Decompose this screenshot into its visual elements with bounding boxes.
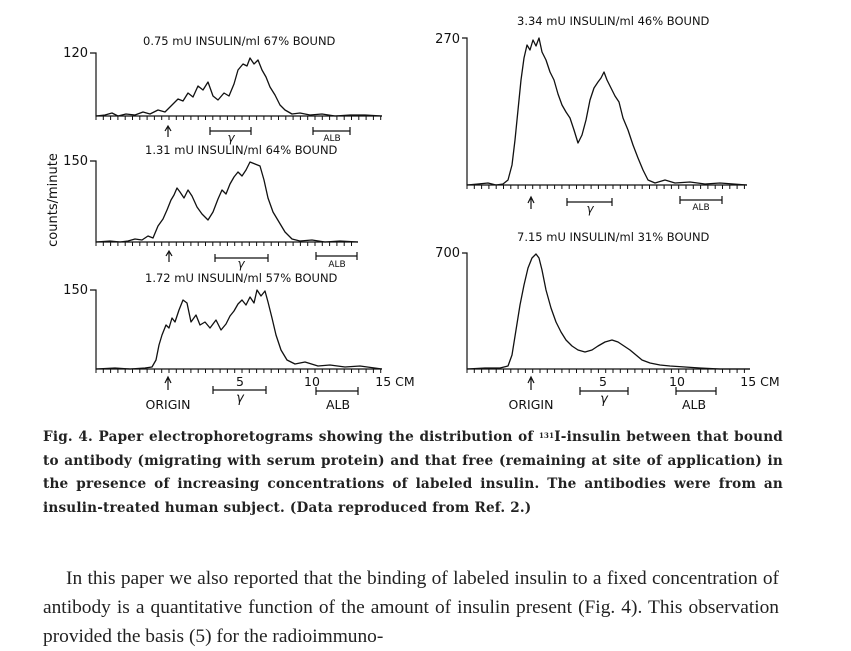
caption-lead: Fig. 4. Paper electrophoretograms showin… — [43, 429, 534, 445]
electrophoretogram-figure: counts/minute 0.75 mU INSULIN/ml 67% BOU… — [46, 14, 780, 412]
body-paragraph: In this paper we also reported that the … — [43, 565, 779, 651]
panel-4-gamma-bar — [566, 198, 613, 206]
panel-2-gamma-label: γ — [237, 257, 245, 271]
gamma-bar-right — [579, 387, 629, 395]
panel-5-trace — [466, 253, 750, 370]
x-tick-15-right: 15 CM — [740, 374, 779, 389]
panel-4-title: 3.34 mU INSULIN/ml 46% BOUND — [517, 14, 710, 28]
panel-4: 3.34 mU INSULIN/ml 46% BOUND 270 γ ALB — [435, 14, 748, 216]
panel-2-axes — [90, 160, 358, 243]
panel-5-x-ticks — [466, 369, 745, 373]
panel-5: 7.15 mU INSULIN/ml 31% BOUND 700 ORIGIN … — [435, 230, 780, 412]
panel-4-gamma-label: γ — [586, 202, 594, 216]
panel-3: 1.72 mU INSULIN/ml 57% BOUND 150 ORIGIN … — [63, 271, 415, 412]
origin-arrow-right — [527, 375, 535, 390]
origin-label-left: ORIGIN — [146, 397, 191, 412]
y-axis-label: counts/minute — [46, 153, 61, 247]
panel-2-y-tick: 150 — [63, 154, 88, 169]
panel-3-y-tick: 150 — [63, 283, 88, 298]
gamma-label-right: γ — [600, 392, 609, 407]
panel-4-x-ticks — [466, 185, 745, 189]
gamma-bar-left — [212, 386, 267, 394]
panel-5-y-tick: 700 — [435, 246, 460, 261]
panel-4-alb-label: ALB — [692, 203, 709, 213]
panel-5-title: 7.15 mU INSULIN/ml 31% BOUND — [517, 230, 710, 244]
alb-bar-right — [675, 387, 717, 395]
panel-1-gamma-label: γ — [227, 131, 235, 145]
panel-1: 0.75 mU INSULIN/ml 67% BOUND 120 γ ALB — [63, 34, 383, 145]
alb-label-right: ALB — [682, 397, 706, 412]
x-tick-5-left: 5 — [236, 374, 244, 389]
panel-2-x-ticks — [95, 242, 352, 246]
panel-1-trace — [95, 57, 383, 117]
alb-label-left: ALB — [326, 397, 350, 412]
gamma-label-left: γ — [236, 391, 245, 406]
panel-5-axes — [462, 252, 750, 370]
panel-1-gamma-bar — [209, 127, 252, 135]
panel-4-axes — [462, 37, 747, 186]
panel-1-x-ticks — [95, 116, 382, 120]
panel-2-alb-bar — [315, 252, 358, 260]
panel-1-origin-arrow — [164, 124, 172, 137]
x-tick-15-left: 15 CM — [375, 374, 414, 389]
panel-4-alb-bar — [679, 196, 723, 204]
origin-arrow-left — [164, 375, 172, 390]
panel-2-origin-arrow — [165, 249, 173, 262]
panel-3-axes — [90, 289, 382, 370]
x-tick-10-right: 10 — [669, 374, 685, 389]
alb-bar-left — [315, 387, 359, 395]
panel-4-origin-arrow — [527, 195, 535, 209]
panel-4-trace — [466, 37, 748, 186]
panel-3-title: 1.72 mU INSULIN/ml 57% BOUND — [145, 271, 338, 285]
origin-label-right: ORIGIN — [509, 397, 554, 412]
panel-4-y-tick: 270 — [435, 32, 460, 47]
panel-3-trace — [95, 289, 383, 370]
panel-1-y-tick: 120 — [63, 46, 88, 61]
panel-1-alb-bar — [312, 127, 351, 135]
panel-2-alb-label: ALB — [328, 260, 345, 270]
panel-1-axes — [90, 52, 382, 117]
x-tick-10-left: 10 — [304, 374, 320, 389]
panel-2-title: 1.31 mU INSULIN/ml 64% BOUND — [145, 143, 338, 157]
caption-rest: I-insulin between that bound to antibody… — [43, 429, 783, 516]
panel-3-x-ticks — [95, 369, 382, 373]
panel-1-title: 0.75 mU INSULIN/ml 67% BOUND — [143, 34, 336, 48]
figure-caption: Fig. 4. Paper electrophoretograms showin… — [43, 426, 783, 520]
panel-2-trace — [95, 161, 359, 243]
panel-2: 1.31 mU INSULIN/ml 64% BOUND 150 γ ALB — [63, 143, 359, 271]
panel-1-alb-label: ALB — [323, 134, 340, 144]
panel-2-gamma-bar — [214, 254, 269, 262]
caption-isotope: 131 — [538, 431, 555, 440]
x-tick-5-right: 5 — [599, 374, 607, 389]
body-paragraph-text: In this paper we also reported that the … — [43, 568, 779, 647]
